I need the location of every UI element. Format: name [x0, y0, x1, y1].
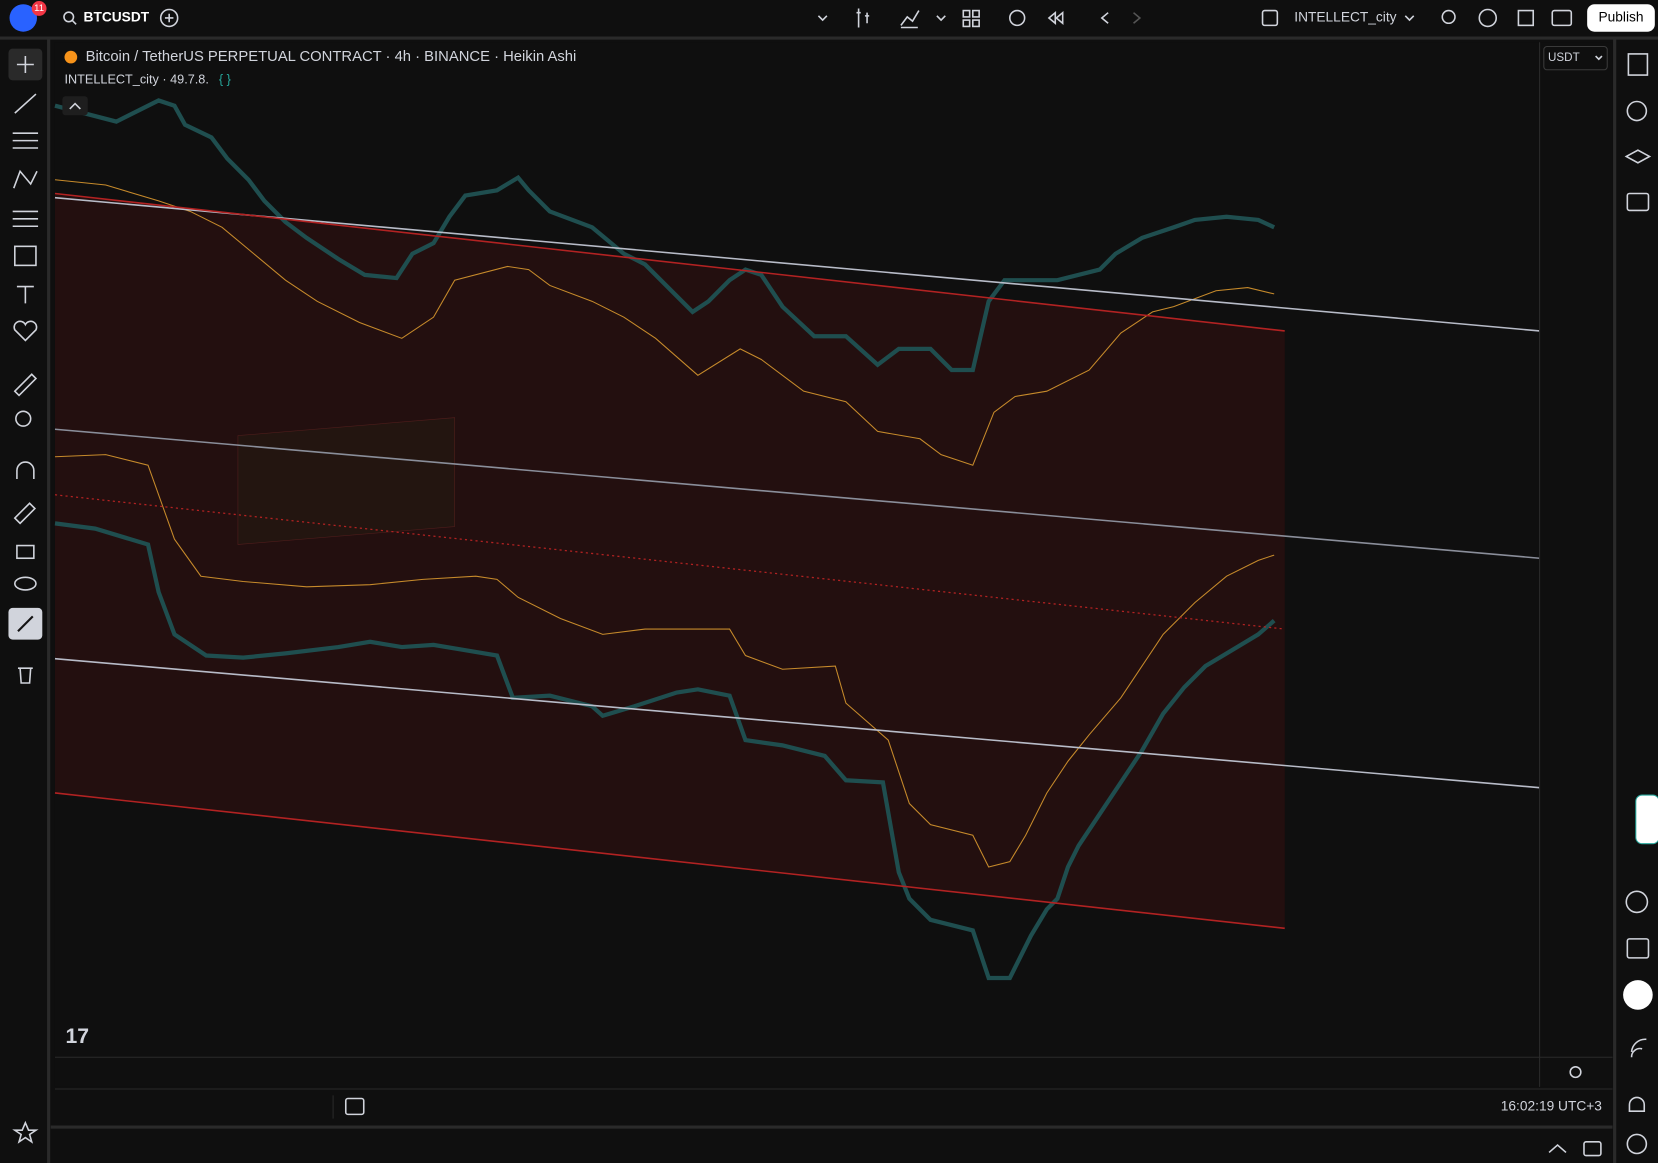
- replay-button[interactable]: [1047, 10, 1064, 25]
- crosshair-icon: [16, 56, 34, 73]
- indicator-legend[interactable]: INTELLECT_city · 49.7.8.: [65, 73, 209, 87]
- shape-tool[interactable]: [14, 245, 37, 267]
- chats-button[interactable]: [1626, 192, 1650, 212]
- ruler-tool[interactable]: [13, 373, 38, 397]
- currency: USDT: [1548, 51, 1580, 64]
- help-button[interactable]: [1626, 1133, 1648, 1155]
- source-icon[interactable]: { }: [219, 73, 231, 87]
- expand-panel[interactable]: [1548, 1143, 1567, 1154]
- layout-button[interactable]: [962, 9, 971, 18]
- search-icon: [71, 19, 77, 25]
- trend-line: [54, 657, 1540, 789]
- zoom-tool[interactable]: [15, 410, 32, 427]
- avatar-badge-count: 11: [34, 3, 44, 14]
- favorites-star[interactable]: [12, 1120, 39, 1144]
- bottom-panel: [50, 1127, 1613, 1163]
- chart-pane: [54, 42, 1613, 1087]
- undo-button[interactable]: [1100, 12, 1109, 24]
- lock-tool[interactable]: [16, 544, 35, 560]
- news-button[interactable]: [1630, 1038, 1647, 1058]
- search-icon[interactable]: [63, 11, 75, 23]
- lower-inner-band: [54, 454, 1275, 868]
- publish-label: Publish: [1598, 10, 1643, 25]
- chevron: [1595, 55, 1603, 61]
- apps-button[interactable]: [1623, 980, 1653, 1010]
- symbol-legend: Bitcoin / TetherUS PERPETUAL CONTRACT · …: [86, 49, 577, 65]
- alerts-button[interactable]: [1626, 100, 1648, 122]
- layout-dropdown[interactable]: [1404, 15, 1415, 22]
- top-toolbar: [0, 0, 1658, 39]
- fib-tool[interactable]: [12, 132, 39, 149]
- collapse-button[interactable]: [62, 96, 88, 116]
- channel-bottom: [54, 792, 1285, 930]
- settings-icon[interactable]: [1569, 1065, 1582, 1079]
- avatar[interactable]: [9, 4, 38, 32]
- fullscreen-button[interactable]: [1517, 9, 1535, 27]
- clock[interactable]: 16:02:19 UTC+3: [1501, 1099, 1603, 1114]
- symbol[interactable]: BTCUSDT: [84, 10, 150, 25]
- settings-button[interactable]: [1478, 8, 1498, 28]
- indicators-button[interactable]: [900, 10, 920, 29]
- favorites-tool[interactable]: [13, 320, 38, 342]
- quick-search[interactable]: [1441, 9, 1456, 25]
- range-box: [237, 417, 455, 545]
- extension-widget[interactable]: [1635, 794, 1658, 845]
- chart-type-button[interactable]: [856, 8, 870, 28]
- chevron-up: [69, 102, 81, 110]
- trend-line: [54, 196, 1540, 332]
- link-icon: [17, 615, 34, 632]
- layout-button: [972, 9, 980, 18]
- channel-top: [54, 192, 1285, 332]
- plus: [164, 13, 174, 23]
- projection-tool[interactable]: [12, 210, 39, 228]
- avatar-badge: [31, 1, 47, 16]
- coin-icon: [64, 50, 78, 64]
- redo-button[interactable]: [1133, 12, 1142, 24]
- go-to-date[interactable]: [344, 1097, 365, 1116]
- publish-button[interactable]: [1587, 4, 1655, 32]
- object-tree-button[interactable]: [1624, 149, 1652, 164]
- trend-line: [54, 428, 1540, 560]
- calendar-button[interactable]: [1626, 938, 1650, 959]
- interval-dropdown[interactable]: [817, 15, 828, 22]
- lower-outer-band: [54, 521, 1276, 981]
- layout-name[interactable]: INTELLECT_city: [1294, 10, 1396, 25]
- currency-selector[interactable]: [1543, 45, 1608, 71]
- tv-logo: 17: [66, 1025, 90, 1048]
- screenshot-button[interactable]: [1551, 9, 1573, 27]
- maximize-panel[interactable]: [1583, 1141, 1602, 1157]
- layout-button: [972, 19, 980, 28]
- upper-inner-band: [54, 179, 1275, 466]
- indicator-dropdown[interactable]: [936, 15, 946, 22]
- delete-tool[interactable]: [17, 667, 33, 684]
- trend-line-tool[interactable]: [14, 93, 37, 114]
- text-tool[interactable]: [16, 285, 34, 304]
- notifications-button[interactable]: [1628, 1096, 1646, 1112]
- upper-outer-band: [54, 98, 1276, 373]
- layout-checkbox[interactable]: [1261, 9, 1279, 27]
- watchlist-button[interactable]: [1627, 53, 1649, 76]
- compare-button[interactable]: [159, 8, 179, 28]
- magnet-tool[interactable]: [16, 461, 35, 479]
- drawing-mode-tool[interactable]: [13, 502, 37, 525]
- pattern-tool[interactable]: [13, 169, 38, 189]
- hotlists-button[interactable]: [1625, 890, 1649, 914]
- layout-button: [962, 19, 971, 28]
- hide-tool[interactable]: [14, 576, 37, 591]
- alert-button[interactable]: [1009, 9, 1026, 27]
- channel-fill: [54, 193, 1285, 929]
